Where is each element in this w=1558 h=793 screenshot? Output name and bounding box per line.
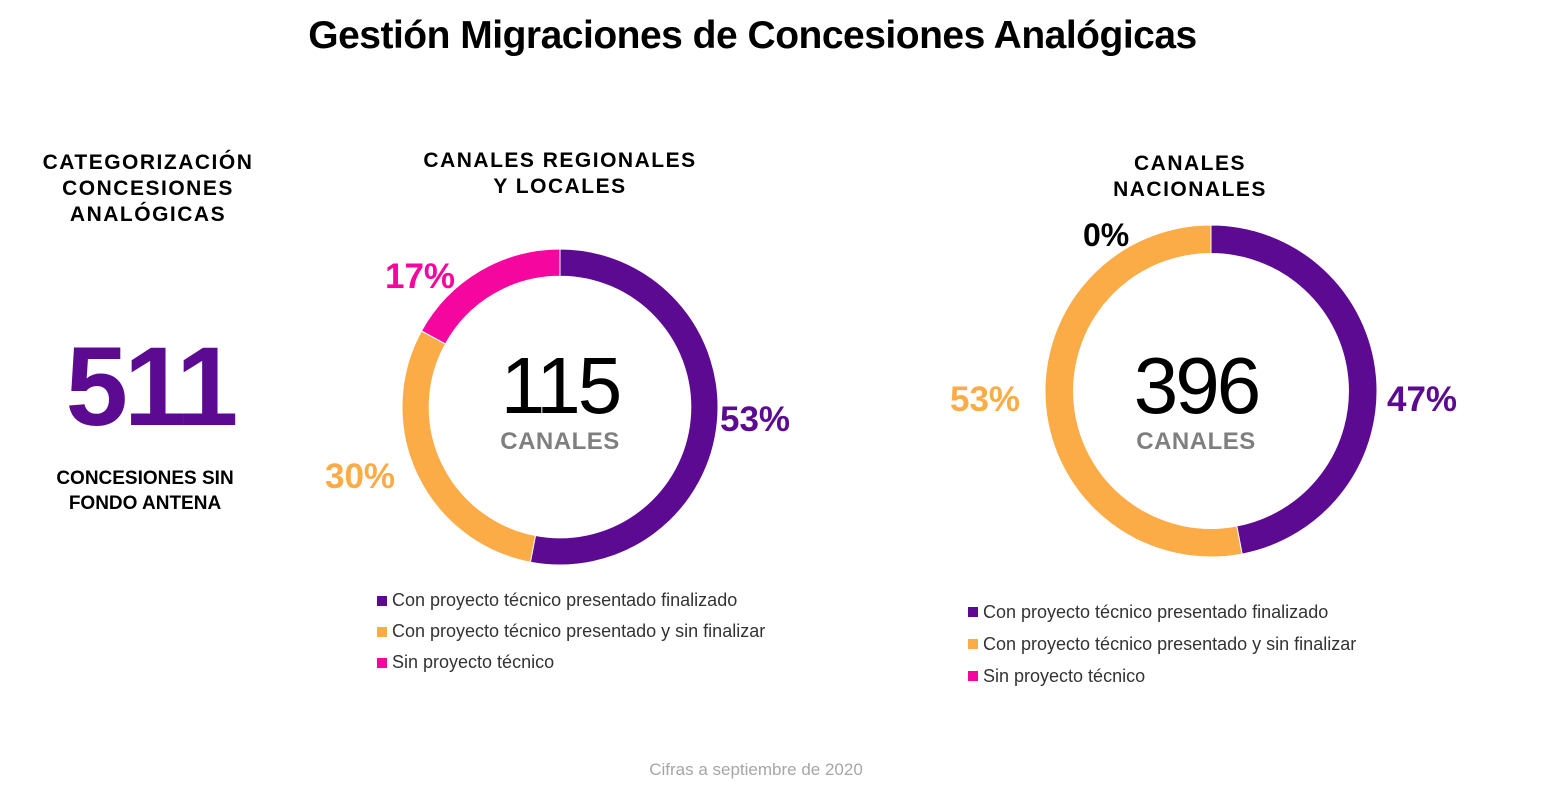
legend-label: Con proyecto técnico presentado finaliza… [392, 590, 738, 610]
donut-center-regional: 115 CANALES [460, 344, 660, 456]
donut-chart-regional [401, 248, 719, 566]
legend-item: Con proyecto técnico presentado finaliza… [377, 585, 765, 616]
channel-unit-label: CANALES [1136, 428, 1256, 455]
donut-segment-sin-proyecto [420, 248, 561, 345]
legend-item: Sin proyecto técnico [377, 647, 765, 678]
chart-national-title: CANALES NACIONALES [1050, 151, 1330, 203]
footer-note: Cifras a septiembre de 2020 [649, 760, 863, 779]
page-title: Gestión Migraciones de Concesiones Analó… [308, 14, 1197, 57]
pct-label-finalizado: 53% [720, 400, 791, 439]
legend-label: Con proyecto técnico presentado finaliza… [983, 601, 1329, 622]
legend-swatch [968, 671, 978, 681]
donut-center-national: 396 CANALES [1096, 344, 1296, 456]
legend-item: Con proyecto técnico presentado finaliza… [968, 596, 1356, 628]
pct-label-sin-finalizar: 30% [325, 457, 396, 496]
donut-segment-sin-finalizar [1044, 224, 1243, 558]
chart-regional-title: CANALES REGIONALES Y LOCALES [400, 148, 720, 200]
donut-chart-national [1044, 224, 1378, 558]
legend-label: Sin proyecto técnico [983, 665, 1146, 686]
legend-swatch [968, 639, 978, 649]
summary-heading-line: ANALÓGICAS [69, 203, 227, 226]
legend-regional: Con proyecto técnico presentado finaliza… [377, 585, 765, 678]
summary-label: CONCESIONES SIN FONDO ANTENA [20, 466, 270, 516]
summary-heading-line: CATEGORIZACIÓN [42, 151, 254, 174]
chart-title-line: CANALES [1133, 152, 1246, 175]
legend-national: Con proyecto técnico presentado finaliza… [968, 596, 1356, 692]
channel-count: 396 [1133, 341, 1261, 430]
summary-label-line: FONDO ANTENA [68, 493, 222, 514]
chart-title-line: CANALES REGIONALES [423, 149, 697, 172]
legend-label: Sin proyecto técnico [392, 652, 555, 672]
donut-segment-finalizado [529, 248, 719, 566]
pct-label-sin-proyecto: 17% [385, 257, 456, 296]
legend-item: Con proyecto técnico presentado y sin fi… [377, 616, 765, 647]
legend-label: Con proyecto técnico presentado y sin fi… [392, 621, 766, 641]
summary-heading: CATEGORIZACIÓN CONCESIONES ANALÓGICAS [20, 150, 276, 228]
pct-label-finalizado: 47% [1387, 380, 1458, 419]
pct-label-sin-proyecto: 0% [1083, 217, 1130, 253]
total-concessions-number: 511 [65, 324, 239, 449]
legend-item: Sin proyecto técnico [968, 660, 1356, 692]
chart-title-line: Y LOCALES [493, 175, 627, 198]
channel-count: 115 [500, 341, 623, 430]
legend-swatch [377, 657, 387, 668]
legend-item: Con proyecto técnico presentado y sin fi… [968, 628, 1356, 660]
legend-swatch [377, 626, 387, 637]
summary-heading-line: CONCESIONES [62, 177, 234, 200]
channel-unit-label: CANALES [500, 428, 620, 455]
legend-swatch [968, 607, 978, 617]
chart-title-line: NACIONALES [1113, 178, 1267, 201]
legend-label: Con proyecto técnico presentado y sin fi… [983, 633, 1357, 654]
pct-label-sin-finalizar: 53% [950, 380, 1021, 419]
legend-swatch [377, 595, 387, 606]
summary-label-line: CONCESIONES SIN [56, 468, 234, 489]
